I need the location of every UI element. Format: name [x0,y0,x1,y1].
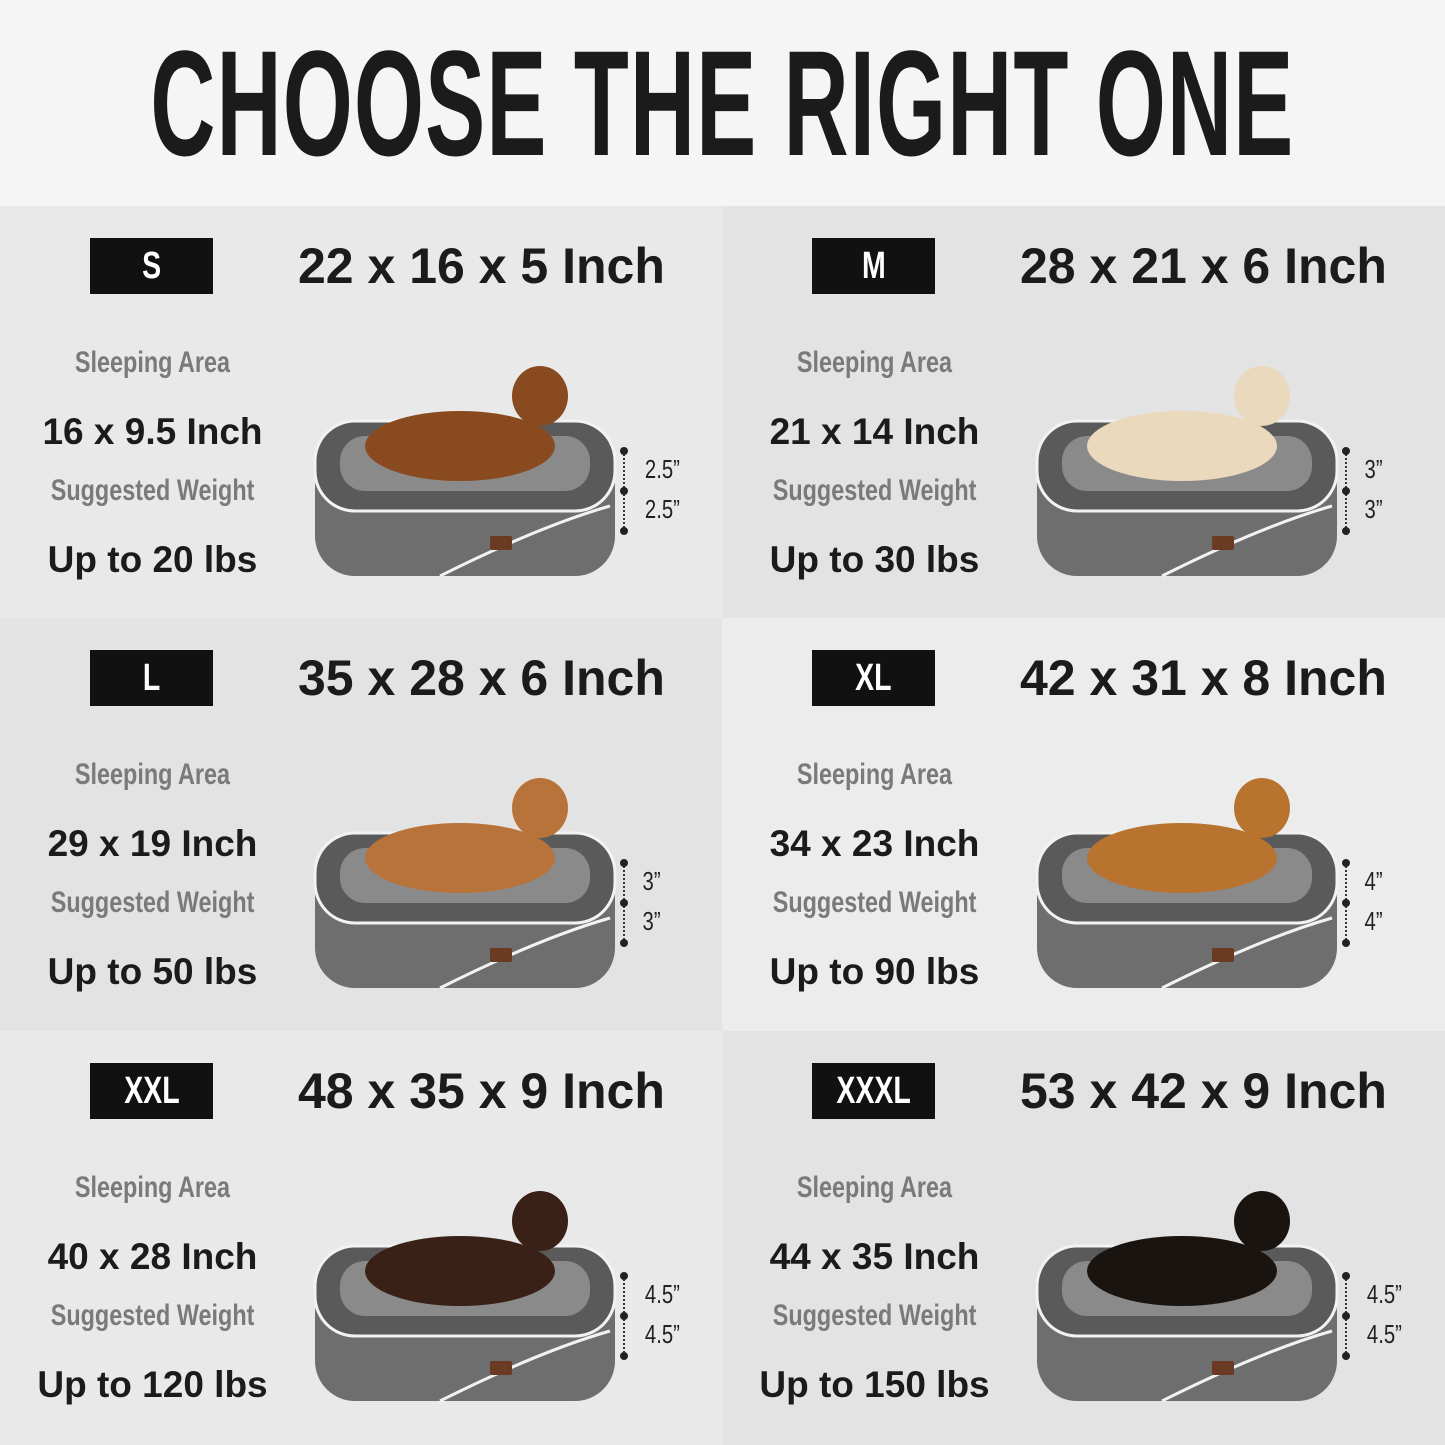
height-bottom: 3” [1364,494,1383,524]
size-badge: XXXL [812,1063,935,1119]
suggested-weight-value: Up to 120 lbs [37,1364,268,1405]
height-top: 3” [1364,454,1383,484]
size-badge: M [812,238,935,294]
height-top: 2.5” [644,454,680,484]
size-card-s: S 22 x 16 x 5 Inch Sleeping Area 16 x 9.… [0,206,722,618]
page-title: CHOOSE THE RIGHT ONE [150,19,1295,187]
size-badge: S [90,238,213,294]
size-grid: S 22 x 16 x 5 Inch Sleeping Area 16 x 9.… [0,206,1445,1445]
header: CHOOSE THE RIGHT ONE [0,0,1445,206]
size-label: XXL [123,1069,180,1112]
height-marker [1342,447,1351,535]
bed-dimensions: 48 x 35 x 9 Inch [298,1063,665,1119]
bed-dimensions: 28 x 21 x 6 Inch [1020,238,1387,294]
suggested-weight-value: Up to 30 lbs [769,539,980,580]
height-bottom: 4” [1364,906,1383,936]
sleeping-area-label: Sleeping Area [796,346,953,379]
sleeping-area-label: Sleeping Area [796,1171,953,1204]
height-marker [1342,859,1351,947]
size-badge: XL [812,650,935,706]
size-badge: XXL [90,1063,213,1119]
height-top: 4” [1364,866,1383,896]
dog-bed-image [313,778,617,990]
suggested-weight-label: Suggested Weight [772,1299,977,1332]
sleeping-area-label: Sleeping Area [796,758,953,791]
size-label: XL [855,656,892,699]
size-card-xxxl: XXXL 53 x 42 x 9 Inch Sleeping Area 44 x… [722,1031,1445,1445]
height-bottom: 3” [642,906,661,936]
suggested-weight-value: Up to 50 lbs [47,951,258,992]
size-card-m: M 28 x 21 x 6 Inch Sleeping Area 21 x 14… [722,206,1445,618]
height-marker [620,859,629,947]
height-bottom: 2.5” [644,494,680,524]
dog-bed-image [1035,778,1339,990]
sleeping-area-label: Sleeping Area [74,1171,231,1204]
height-bottom: 4.5” [644,1319,680,1349]
bed-dimensions: 22 x 16 x 5 Inch [298,238,665,294]
suggested-weight-value: Up to 90 lbs [769,951,980,992]
sleeping-area-value: 34 x 23 Inch [769,823,980,864]
sleeping-area-value: 29 x 19 Inch [47,823,258,864]
sleeping-area-label: Sleeping Area [74,346,231,379]
suggested-weight-label: Suggested Weight [50,886,255,919]
sleeping-area-value: 16 x 9.5 Inch [42,411,263,452]
size-label: XXXL [836,1069,911,1112]
height-marker [620,1272,629,1360]
dog-bed-image [1035,1191,1339,1403]
size-card-xxl: XXL 48 x 35 x 9 Inch Sleeping Area 40 x … [0,1031,722,1445]
bed-dimensions: 35 x 28 x 6 Inch [298,650,665,706]
height-top: 4.5” [644,1279,680,1309]
sleeping-area-label: Sleeping Area [74,758,231,791]
size-card-xl: XL 42 x 31 x 8 Inch Sleeping Area 34 x 2… [722,618,1445,1031]
size-label: M [861,244,886,287]
size-label: L [142,656,161,699]
suggested-weight-label: Suggested Weight [772,886,977,919]
height-marker [1342,1272,1351,1360]
size-card-l: L 35 x 28 x 6 Inch Sleeping Area 29 x 19… [0,618,722,1031]
dog-bed-image [313,366,617,578]
sleeping-area-value: 44 x 35 Inch [769,1236,980,1277]
size-badge: L [90,650,213,706]
suggested-weight-label: Suggested Weight [50,1299,255,1332]
size-label: S [141,244,162,287]
bed-dimensions: 42 x 31 x 8 Inch [1020,650,1387,706]
dog-bed-image [1035,366,1339,578]
height-marker [620,447,629,535]
sleeping-area-value: 21 x 14 Inch [769,411,980,452]
bed-dimensions: 53 x 42 x 9 Inch [1020,1063,1387,1119]
height-top: 4.5” [1366,1279,1402,1309]
height-bottom: 4.5” [1366,1319,1402,1349]
sleeping-area-value: 40 x 28 Inch [47,1236,258,1277]
suggested-weight-value: Up to 150 lbs [759,1364,990,1405]
dog-bed-image [313,1191,617,1403]
height-top: 3” [642,866,661,896]
suggested-weight-label: Suggested Weight [50,474,255,507]
suggested-weight-label: Suggested Weight [772,474,977,507]
suggested-weight-value: Up to 20 lbs [47,539,258,580]
